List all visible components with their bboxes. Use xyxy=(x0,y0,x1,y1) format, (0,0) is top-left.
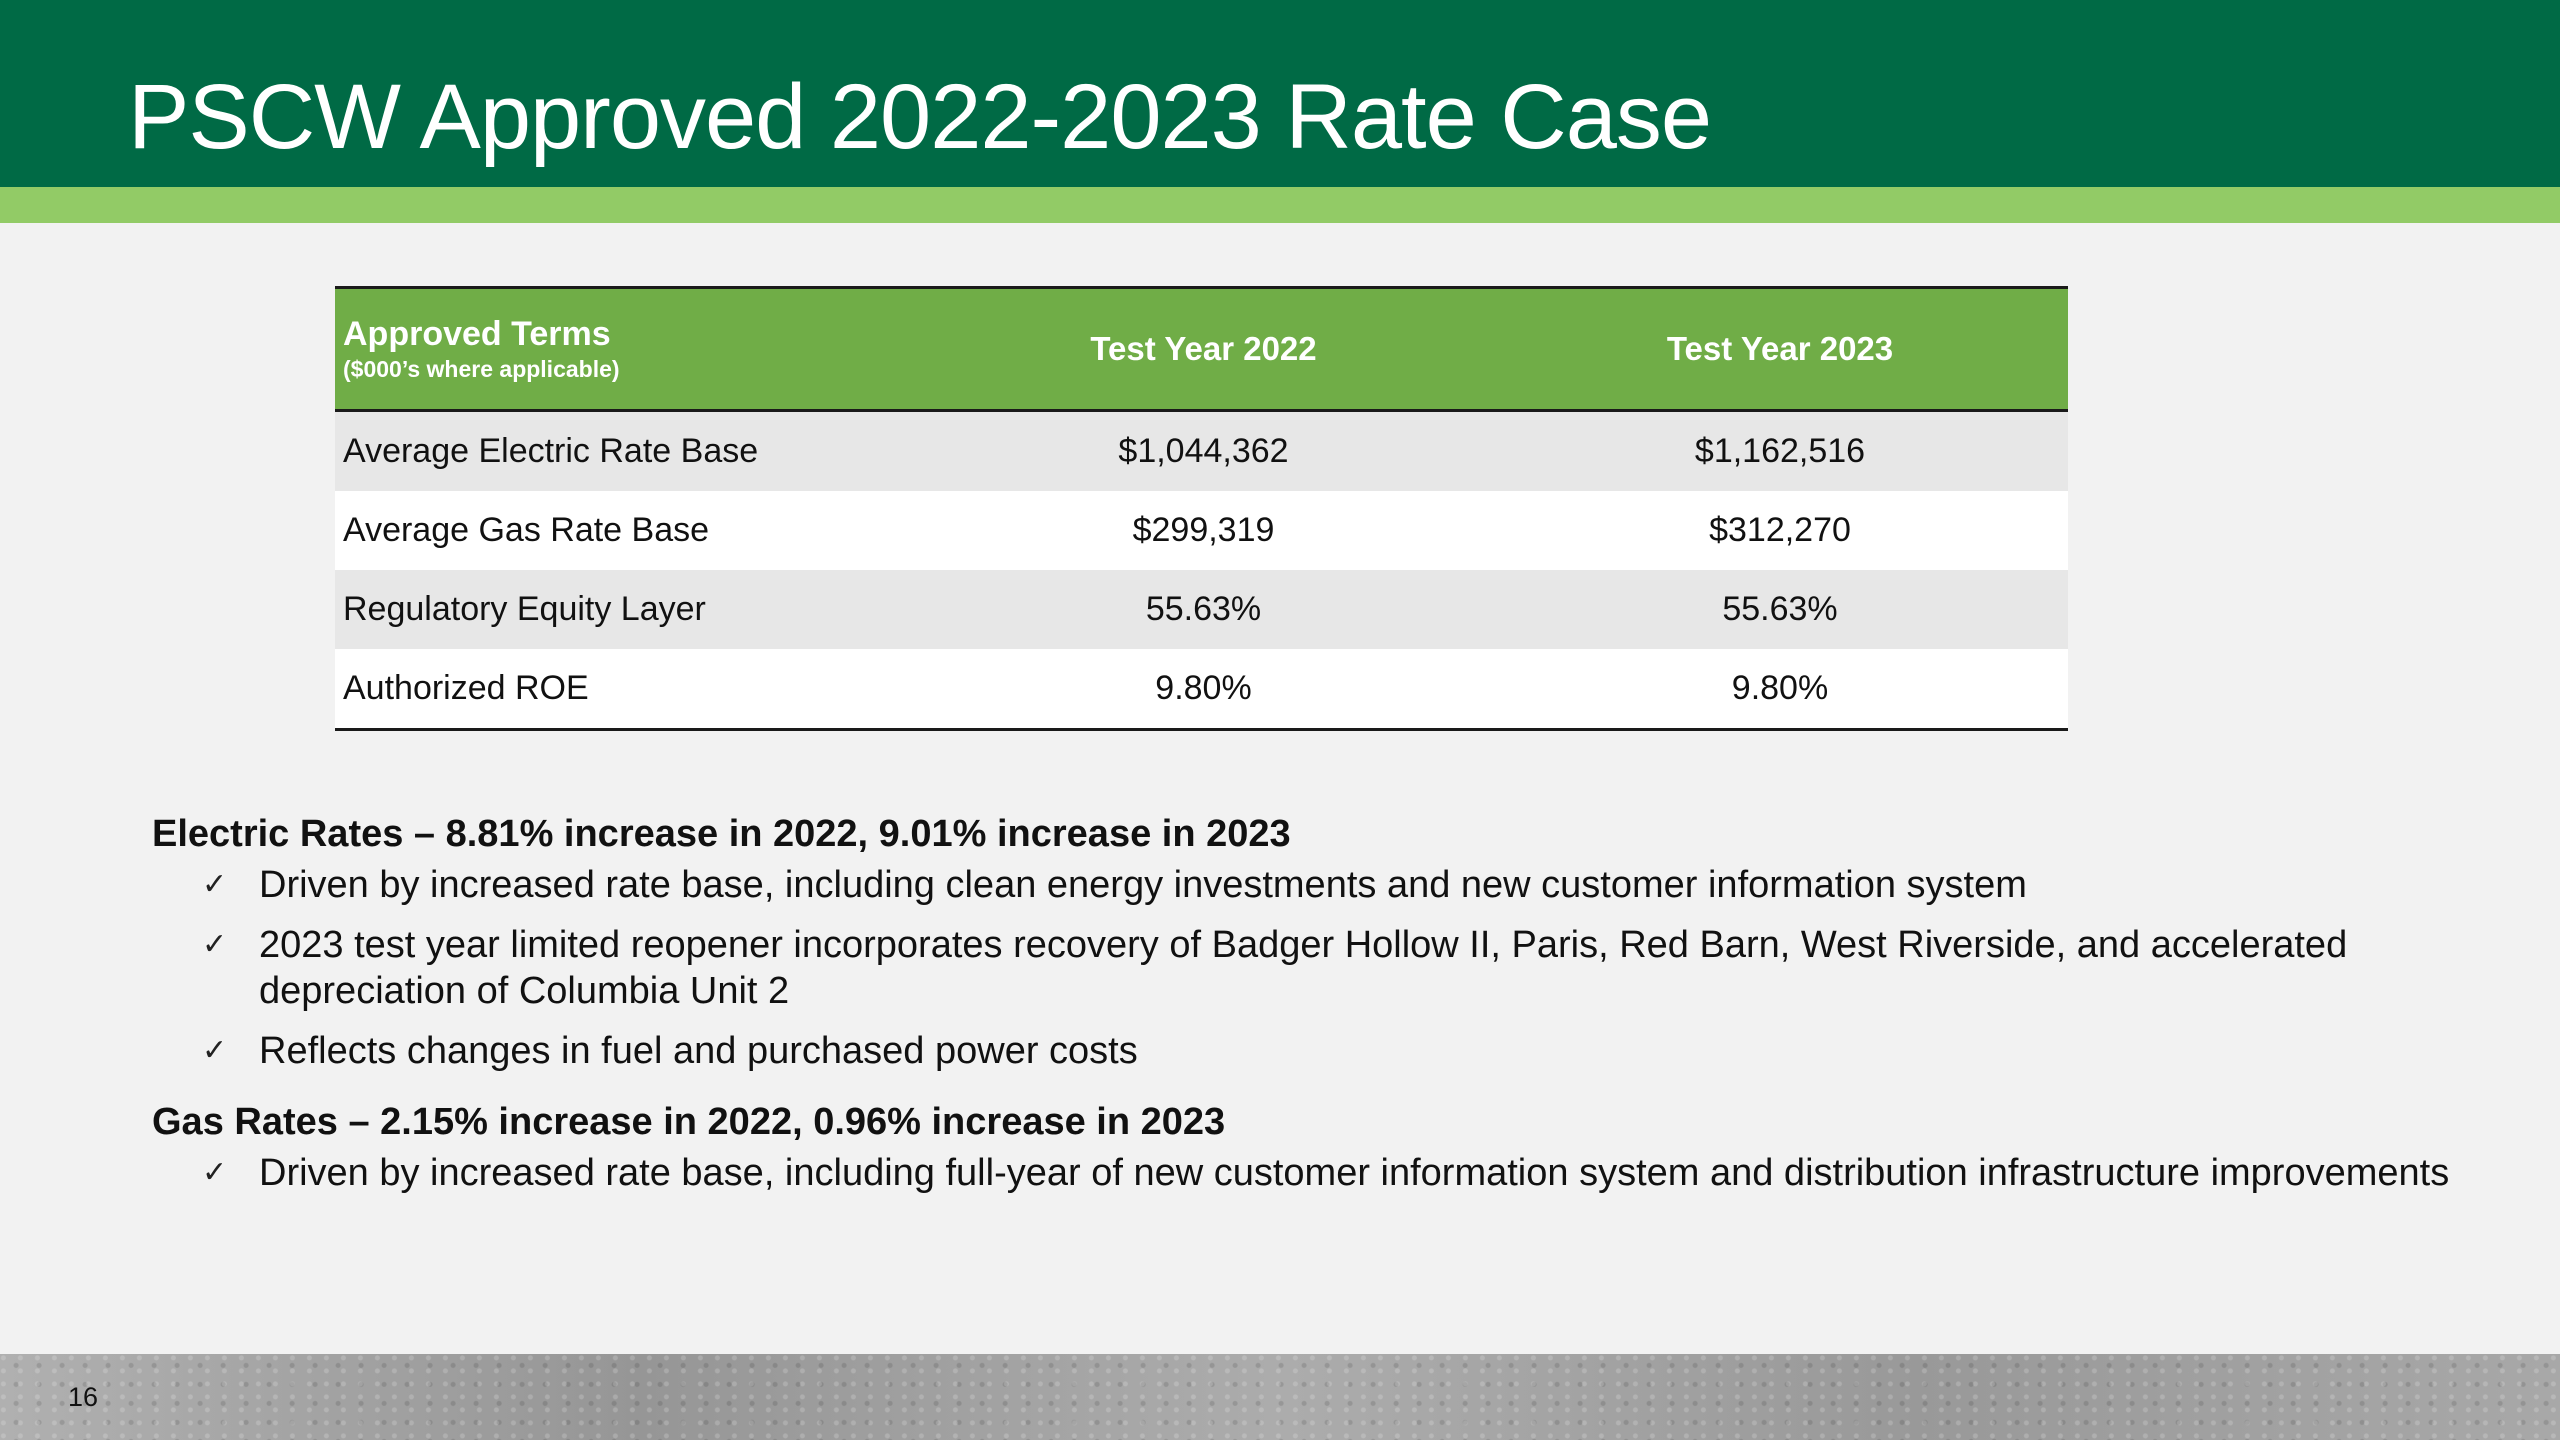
footer-band xyxy=(0,1354,2560,1440)
row-value-2022: 55.63% xyxy=(915,570,1492,649)
table-row: Average Gas Rate Base $299,319 $312,270 xyxy=(335,491,2068,570)
list-item-text: Reflects changes in fuel and purchased p… xyxy=(259,1030,1138,1072)
accent-strip xyxy=(0,187,2560,223)
list-item: ✓ 2023 test year limited reopener incorp… xyxy=(152,922,2452,1014)
row-value-2022: 9.80% xyxy=(915,649,1492,731)
header-label: Approved Terms xyxy=(343,315,611,353)
table-row: Regulatory Equity Layer 55.63% 55.63% xyxy=(335,570,2068,649)
row-label: Average Electric Rate Base xyxy=(335,410,915,491)
electric-rates-heading: Electric Rates – 8.81% increase in 2022,… xyxy=(152,813,1291,855)
header-test-year-2023: Test Year 2023 xyxy=(1492,286,2068,412)
page-title: PSCW Approved 2022-2023 Rate Case xyxy=(128,66,1712,168)
table-row: Authorized ROE 9.80% 9.80% xyxy=(335,649,2068,731)
row-value-2022: $299,319 xyxy=(915,491,1492,570)
row-value-2022: $1,044,362 xyxy=(915,410,1492,491)
rate-notes: Electric Rates – 8.81% increase in 2022,… xyxy=(152,810,2452,1210)
table-header-row: Approved Terms ($000’s where applicable)… xyxy=(335,286,2068,412)
row-value-2023: $312,270 xyxy=(1492,491,2068,570)
title-bar: PSCW Approved 2022-2023 Rate Case xyxy=(0,0,2560,187)
checkmark-icon: ✓ xyxy=(202,868,228,901)
row-value-2023: 9.80% xyxy=(1492,649,2068,731)
list-item-text: 2023 test year limited reopener incorpor… xyxy=(259,924,2348,1012)
header-test-year-2022: Test Year 2022 xyxy=(915,286,1492,412)
list-item: ✓ Driven by increased rate base, includi… xyxy=(152,1150,2452,1196)
header-sublabel: ($000’s where applicable) xyxy=(343,356,620,382)
gas-rates-heading: Gas Rates – 2.15% increase in 2022, 0.96… xyxy=(152,1101,1226,1143)
list-item-text: Driven by increased rate base, including… xyxy=(259,864,2027,906)
checkmark-icon: ✓ xyxy=(202,928,228,961)
row-label: Regulatory Equity Layer xyxy=(335,570,915,649)
list-item-text: Driven by increased rate base, including… xyxy=(259,1152,2450,1194)
row-value-2023: 55.63% xyxy=(1492,570,2068,649)
approved-terms-table: Approved Terms ($000’s where applicable)… xyxy=(335,286,2068,731)
row-label: Average Gas Rate Base xyxy=(335,491,915,570)
table-row: Average Electric Rate Base $1,044,362 $1… xyxy=(335,410,2068,491)
list-item: ✓ Reflects changes in fuel and purchased… xyxy=(152,1028,2452,1074)
row-value-2023: $1,162,516 xyxy=(1492,410,2068,491)
list-item: ✓ Driven by increased rate base, includi… xyxy=(152,862,2452,908)
checkmark-icon: ✓ xyxy=(202,1034,228,1067)
header-approved-terms: Approved Terms ($000’s where applicable) xyxy=(335,286,915,412)
row-label: Authorized ROE xyxy=(335,649,915,731)
checkmark-icon: ✓ xyxy=(202,1156,228,1189)
page-number: 16 xyxy=(68,1382,99,1412)
